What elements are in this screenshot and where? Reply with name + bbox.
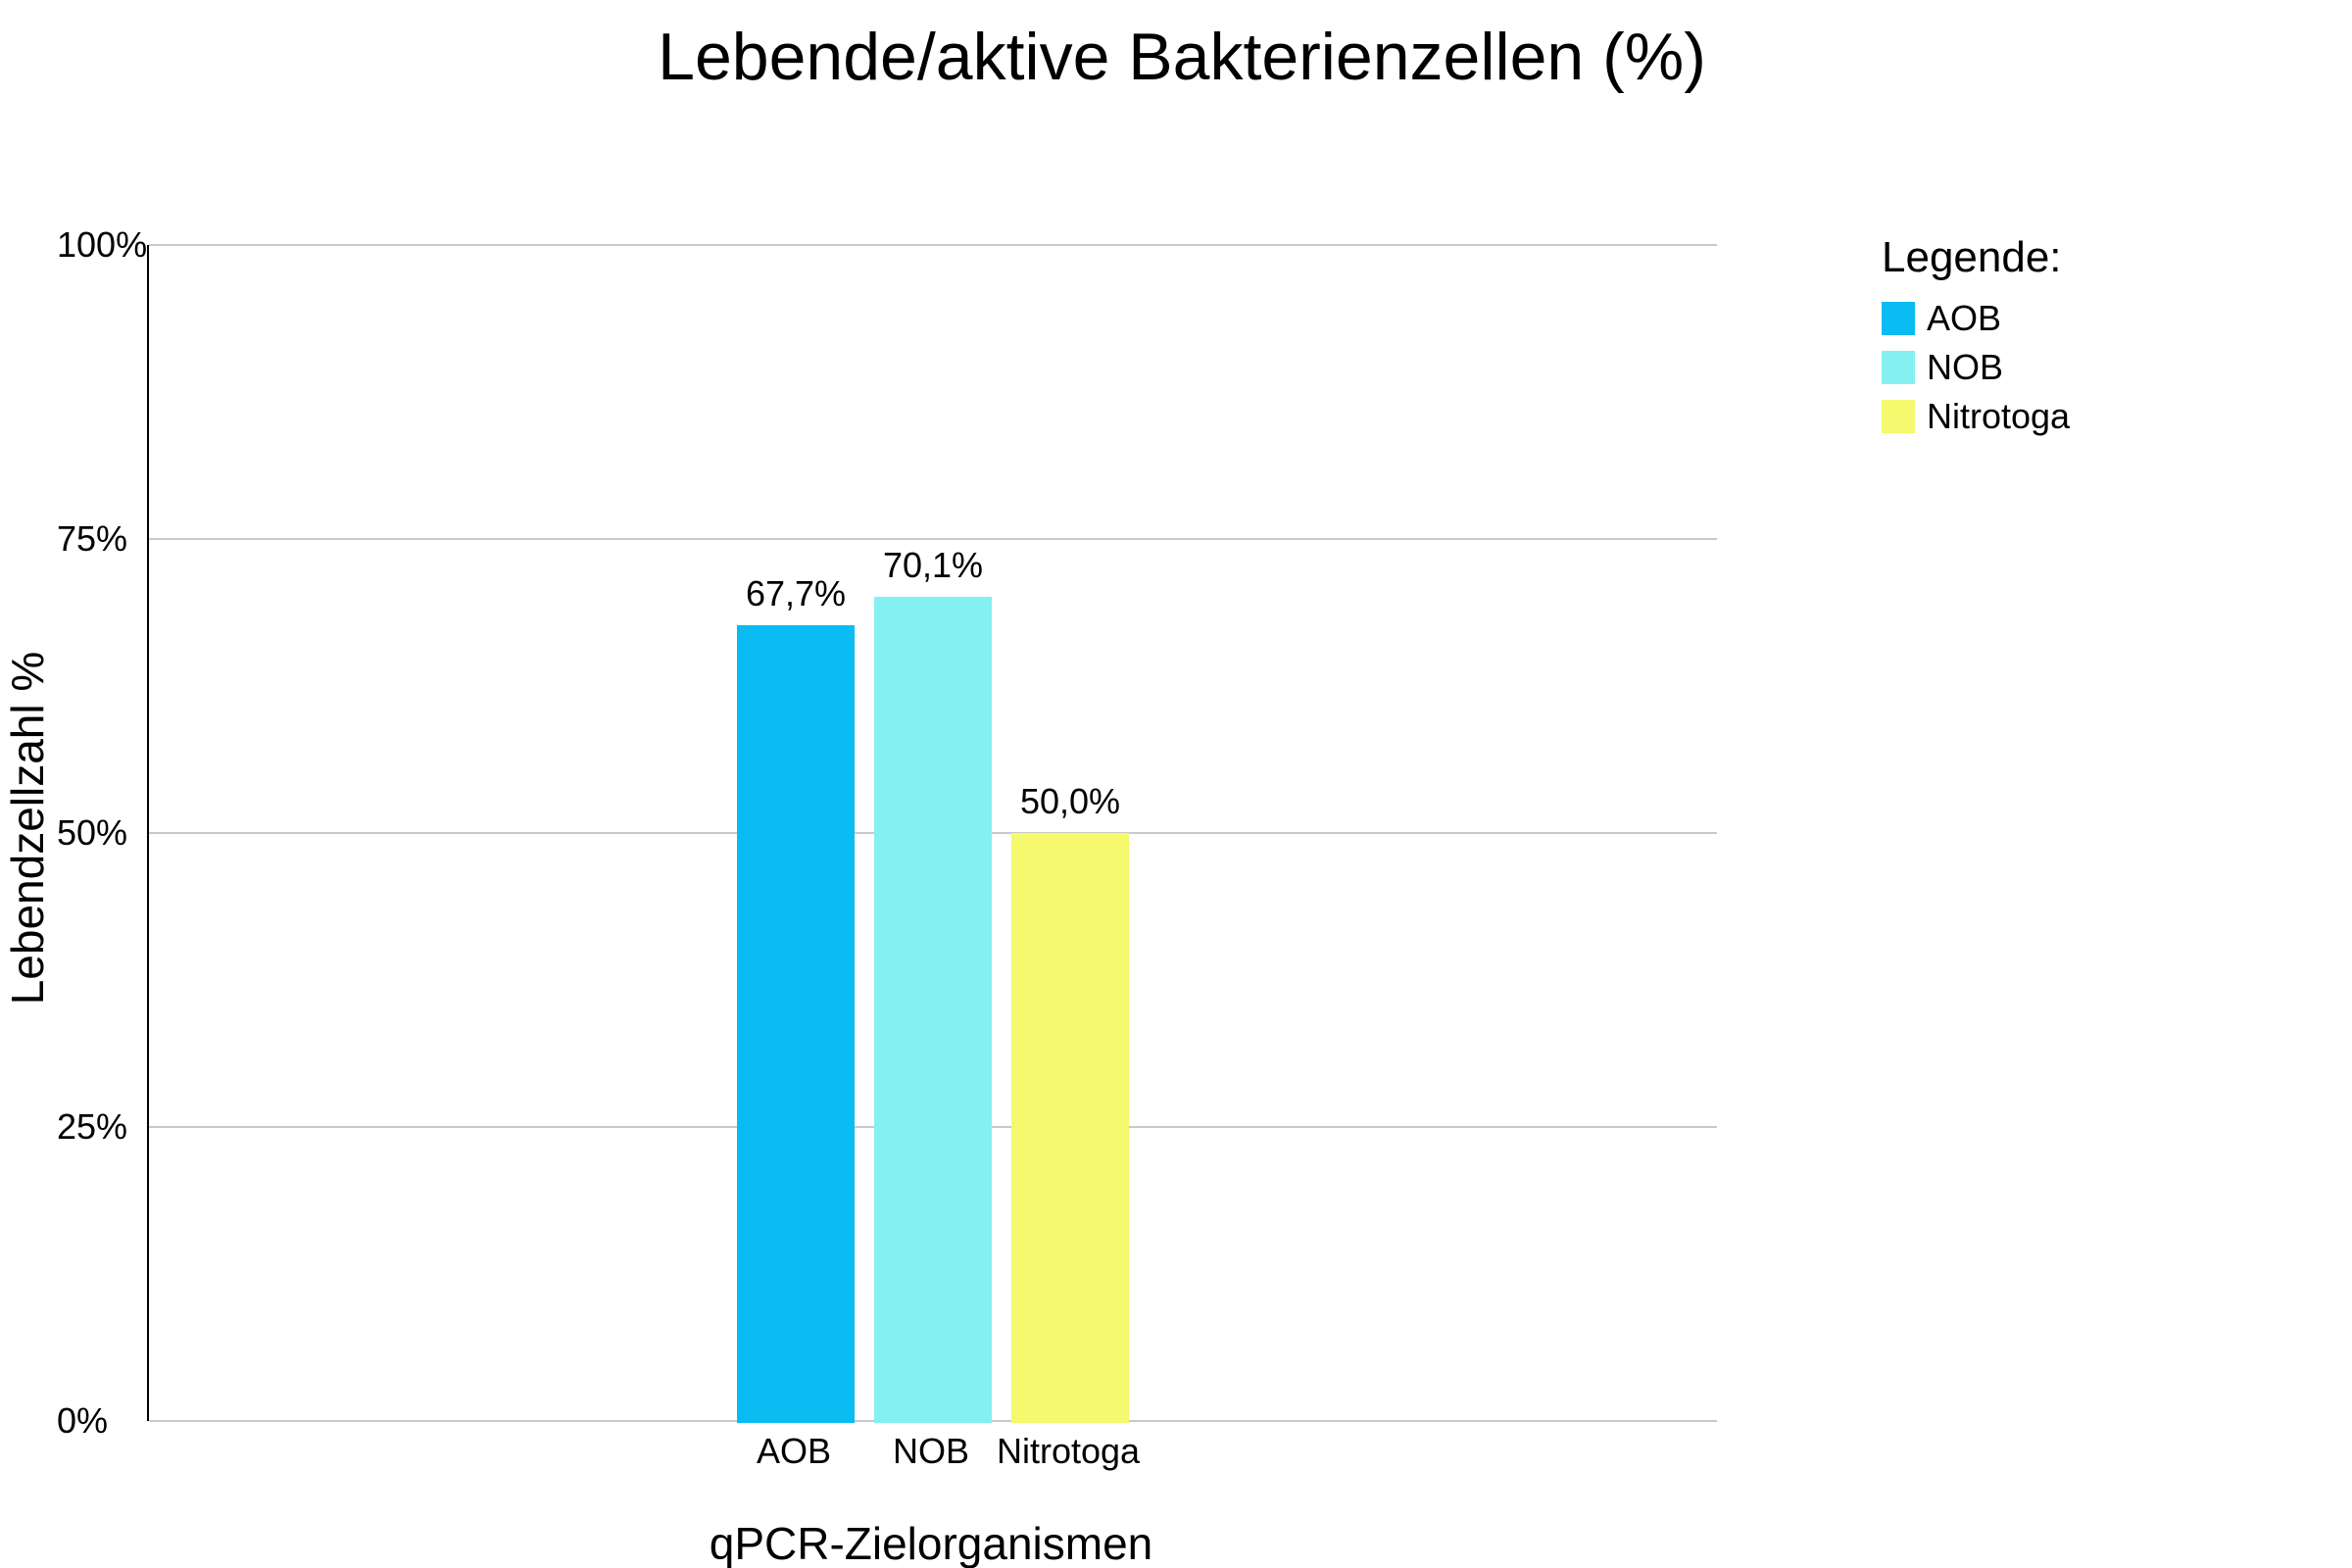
legend-item: NOB [1882,347,2070,387]
legend-swatch [1882,302,1915,335]
bar-value-label: 67,7% [745,572,847,613]
x-tick-label: AOB [756,1431,832,1471]
legend-swatch [1882,400,1915,433]
y-tick-label: 0% [57,1400,109,1441]
legend-title: Legende: [1882,233,2062,281]
x-tick-label: NOB [892,1431,969,1471]
x-tick-label: Nitrotoga [996,1431,1141,1471]
bar-nob [874,596,992,1423]
y-tick-label: 25% [57,1106,128,1147]
y-tick-label: 75% [57,518,128,559]
legend-item-label: NOB [1927,347,2004,387]
bar-nitrotoga [1011,833,1129,1423]
plot-area: 67,7% 70,1% 50,0% [147,244,1717,1423]
chart-title: Lebende/aktive Bakterienzellen (%) [658,20,1706,94]
x-axis-title: qPCR-Zielorganismen [709,1518,1153,1568]
legend-item: AOB [1882,298,2070,338]
legend-swatch [1882,351,1915,384]
bar-value-label: 70,1% [882,544,984,585]
y-tick-label: 50% [57,812,128,853]
legend-item: Nitrotoga [1882,396,2071,436]
bar-value-label: 50,0% [1019,781,1121,821]
y-axis-title: Lebendzellzahl % [2,651,53,1005]
bar-aob [737,624,855,1423]
legend-item-label: AOB [1927,298,2002,338]
legend-item-list: AOB NOB Nitrotoga [1882,298,2071,436]
gridline [149,538,1717,540]
legend-item-label: Nitrotoga [1927,396,2071,436]
gridline [149,244,1717,246]
y-tick-label: 100% [57,224,148,265]
legend: Legende: AOB NOB Nitrotoga [1882,236,2070,449]
